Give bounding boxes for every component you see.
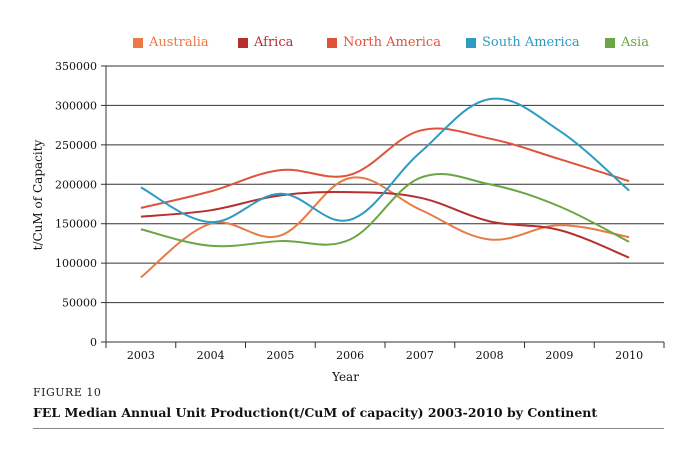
- figure-number: FIGURE 10: [33, 386, 102, 399]
- legend-item-asia: Asia: [605, 35, 649, 50]
- legend-swatch: [327, 37, 337, 48]
- series-line-north-america: [140, 127, 630, 209]
- legend-swatch: [466, 37, 476, 48]
- y-tick-label: 50000: [62, 297, 97, 310]
- y-tick-labels: 0 50000 100000 150000 200000 250000 300000 3500…: [55, 60, 97, 349]
- legend-label: Asia: [621, 35, 649, 50]
- legend-label: Africa: [254, 35, 294, 50]
- x-axis-label: Year: [332, 370, 359, 384]
- legend-item-australia: Australia: [133, 35, 209, 50]
- y-tick-label: 300000: [55, 99, 97, 112]
- x-tick-label: 2008: [476, 349, 504, 362]
- legend-label: South America: [482, 35, 580, 50]
- y-tick-label: 0: [90, 336, 97, 349]
- y-tick-label: 250000: [55, 139, 97, 152]
- x-tick-label: 2010: [615, 349, 643, 362]
- series-line-south-america: [140, 97, 630, 224]
- legend-swatch: [605, 37, 615, 48]
- legend-swatch: [133, 37, 143, 48]
- legend-item-south-america: South America: [466, 35, 580, 50]
- x-tick-label: 2006: [336, 349, 364, 362]
- legend-item-africa: Africa: [238, 35, 293, 50]
- y-tick-label: 200000: [55, 178, 97, 191]
- figure-caption: FEL Median Annual Unit Production(t/CuM …: [33, 405, 598, 420]
- x-tick-labels: 2003 2004 2005 2006 2007 2008 2009 2010: [127, 349, 643, 362]
- legend-label: North America: [343, 35, 441, 50]
- series-lines: [140, 97, 630, 279]
- axes: [101, 65, 665, 348]
- y-axis-label: t/CuM of Capacity: [31, 139, 45, 251]
- series-line-africa: [140, 191, 630, 259]
- gridlines: [106, 65, 664, 304]
- series-line-asia: [140, 173, 630, 248]
- legend-label: Australia: [149, 35, 209, 50]
- x-tick-label: 2005: [266, 349, 294, 362]
- legend: Australia Africa North America South Americ…: [0, 35, 691, 55]
- legend-swatch: [238, 37, 248, 48]
- x-tick-label: 2009: [545, 349, 573, 362]
- x-tick-label: 2007: [406, 349, 434, 362]
- x-tick-label: 2004: [197, 349, 225, 362]
- y-tick-label: 350000: [55, 60, 97, 73]
- y-tick-label: 150000: [55, 218, 97, 231]
- legend-item-north-america: North America: [327, 35, 441, 50]
- x-tick-label: 2003: [127, 349, 155, 362]
- caption-divider: [33, 428, 664, 429]
- y-tick-label: 100000: [55, 257, 97, 270]
